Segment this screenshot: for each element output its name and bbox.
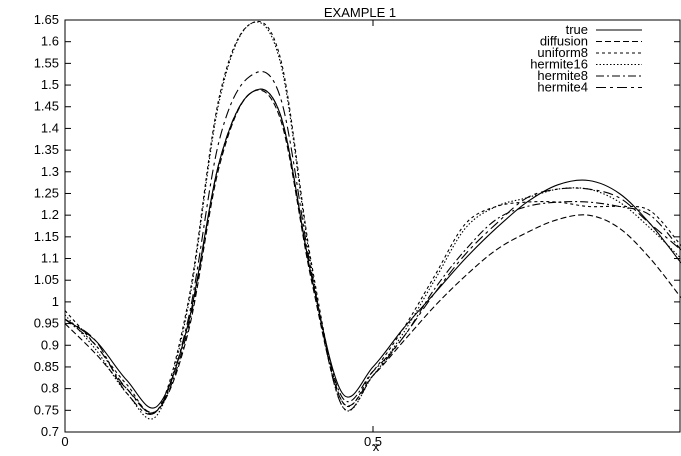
- y-tick-label: 1.05: [34, 272, 59, 287]
- y-tick-label: 1.3: [41, 164, 59, 179]
- x-tick-label: 0: [61, 434, 68, 449]
- x-tick-label: 0.5: [364, 434, 382, 449]
- y-tick-label: 1.45: [34, 99, 59, 114]
- y-tick-label: 0.85: [34, 359, 59, 374]
- x-axis-ticks: 0 0.5: [61, 20, 382, 449]
- y-tick-label: 1: [52, 294, 59, 309]
- y-tick-label: 0.75: [34, 402, 59, 417]
- y-tick-label: 1.55: [34, 55, 59, 70]
- y-tick-label: 0.7: [41, 424, 59, 439]
- legend-label-hermite4: hermite4: [537, 80, 588, 95]
- legend-label-uniform8: uniform8: [537, 45, 588, 60]
- y-tick-label: 1.5: [41, 77, 59, 92]
- series-line-true: [64, 88, 681, 409]
- y-tick-label: 0.8: [41, 381, 59, 396]
- y-tick-label: 1.35: [34, 142, 59, 157]
- y-tick-label: 0.9: [41, 337, 59, 352]
- legend-label-hermite16: hermite16: [530, 57, 588, 72]
- series-line-uniform8: [64, 20, 681, 415]
- y-axis-ticks: 0.7 0.75 0.8 0.85 0.9 0.95 1 1.05 1.1 1.15 1.2 1.25…: [34, 12, 680, 439]
- y-tick-label: 1.65: [34, 12, 59, 27]
- y-tick-label: 0.95: [34, 316, 59, 331]
- legend-label-true: true: [566, 22, 588, 37]
- series-line-hermite16: [64, 21, 681, 420]
- y-tick-label: 1.25: [34, 185, 59, 200]
- chart-title: EXAMPLE 1: [324, 5, 396, 20]
- series-line-hermite4: [64, 70, 681, 415]
- legend-label-hermite8: hermite8: [537, 68, 588, 83]
- y-tick-label: 1.15: [34, 229, 59, 244]
- y-tick-label: 1.2: [41, 207, 59, 222]
- legend-label-diffusion: diffusion: [540, 34, 588, 49]
- x-axis-label: x: [373, 439, 380, 454]
- series-layer: [64, 20, 681, 420]
- y-tick-label: 1.6: [41, 34, 59, 49]
- series-line-hermite8: [64, 88, 681, 414]
- legend: truediffusionuniform8hermite16hermite8he…: [530, 22, 642, 95]
- series-line-diffusion: [64, 89, 681, 414]
- y-tick-label: 1.1: [41, 251, 59, 266]
- y-tick-label: 1.4: [41, 120, 59, 135]
